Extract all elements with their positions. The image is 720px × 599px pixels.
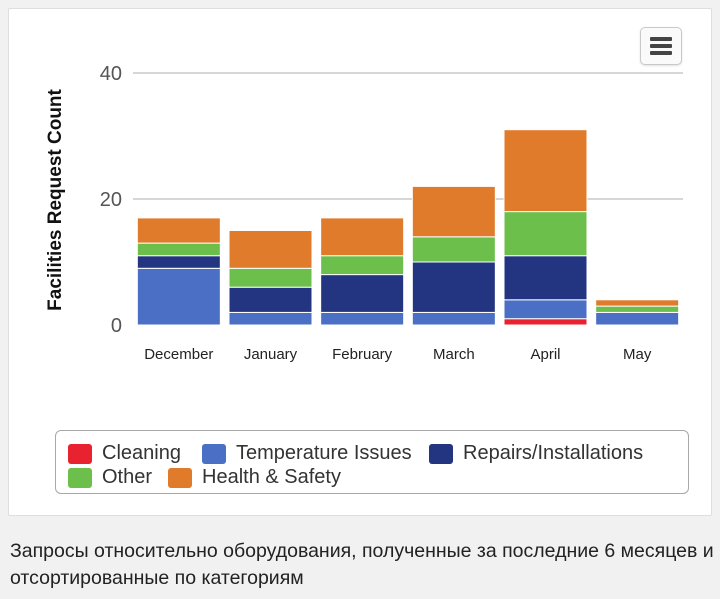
chart-menu-button[interactable] xyxy=(640,27,682,65)
bar-segment[interactable] xyxy=(320,255,405,276)
legend-label: Cleaning xyxy=(102,442,181,464)
x-tick-label: March xyxy=(433,346,475,363)
bar-segment[interactable] xyxy=(595,311,680,326)
bar-segment[interactable] xyxy=(136,267,221,326)
bar-segment[interactable] xyxy=(136,242,221,257)
legend-swatch xyxy=(429,443,453,464)
legend-item-cleaning[interactable]: Cleaning xyxy=(68,442,181,465)
legend-item-health-safety[interactable]: Health & Safety xyxy=(168,466,341,489)
y-tick-label: 40 xyxy=(100,63,122,85)
bar-segment[interactable] xyxy=(320,311,405,326)
bar-segment[interactable] xyxy=(136,217,221,244)
bar-segment[interactable] xyxy=(503,255,588,301)
legend-label: Other xyxy=(102,466,153,488)
x-tick-label: December xyxy=(144,346,213,363)
legend-label: Health & Safety xyxy=(202,466,341,488)
chart-legend: Cleaning Temperature Issues Repairs/Inst… xyxy=(55,430,689,494)
bar-segment[interactable] xyxy=(503,129,588,213)
hamburger-icon xyxy=(650,51,672,55)
bar-segment[interactable] xyxy=(228,267,313,288)
figure-caption: Запросы относительно оборудования, получ… xyxy=(10,540,714,589)
bar-segment[interactable] xyxy=(411,236,496,263)
bar-segment[interactable] xyxy=(228,311,313,326)
bar-segment[interactable] xyxy=(411,311,496,326)
y-axis-label: Facilities Request Count xyxy=(45,88,66,310)
legend-swatch xyxy=(68,467,92,488)
legend-item-repairs-installations[interactable]: Repairs/Installations xyxy=(429,442,643,465)
legend-swatch xyxy=(68,443,92,464)
bar-segment[interactable] xyxy=(228,230,313,269)
bar-segment[interactable] xyxy=(411,185,496,238)
legend-swatch xyxy=(168,467,192,488)
x-tick-label: February xyxy=(332,346,393,363)
bar-segment[interactable] xyxy=(503,299,588,320)
legend-label: Temperature Issues xyxy=(236,442,412,464)
bar-segment[interactable] xyxy=(595,299,680,307)
bar-segment[interactable] xyxy=(228,286,313,313)
bar-segment[interactable] xyxy=(320,274,405,313)
bar-segment[interactable] xyxy=(411,261,496,313)
bar-segment[interactable] xyxy=(136,255,221,269)
x-tick-label: April xyxy=(530,346,560,363)
bar-segment[interactable] xyxy=(595,305,680,313)
legend-swatch xyxy=(202,443,226,464)
legend-item-temperature-issues[interactable]: Temperature Issues xyxy=(202,442,412,465)
bar-segment[interactable] xyxy=(320,217,405,257)
y-tick-label: 0 xyxy=(111,315,122,337)
legend-item-other[interactable]: Other xyxy=(68,466,152,489)
x-tick-label: May xyxy=(623,346,652,363)
legend-label: Repairs/Installations xyxy=(463,442,644,464)
bar-segment[interactable] xyxy=(503,318,588,326)
hamburger-icon xyxy=(650,44,672,48)
y-tick-label: 20 xyxy=(100,189,122,211)
hamburger-icon xyxy=(650,37,672,41)
chart: 0 20 40 December January February March April Ma… xyxy=(45,63,683,363)
bar-segment[interactable] xyxy=(503,211,588,257)
x-tick-label: January xyxy=(244,346,298,363)
